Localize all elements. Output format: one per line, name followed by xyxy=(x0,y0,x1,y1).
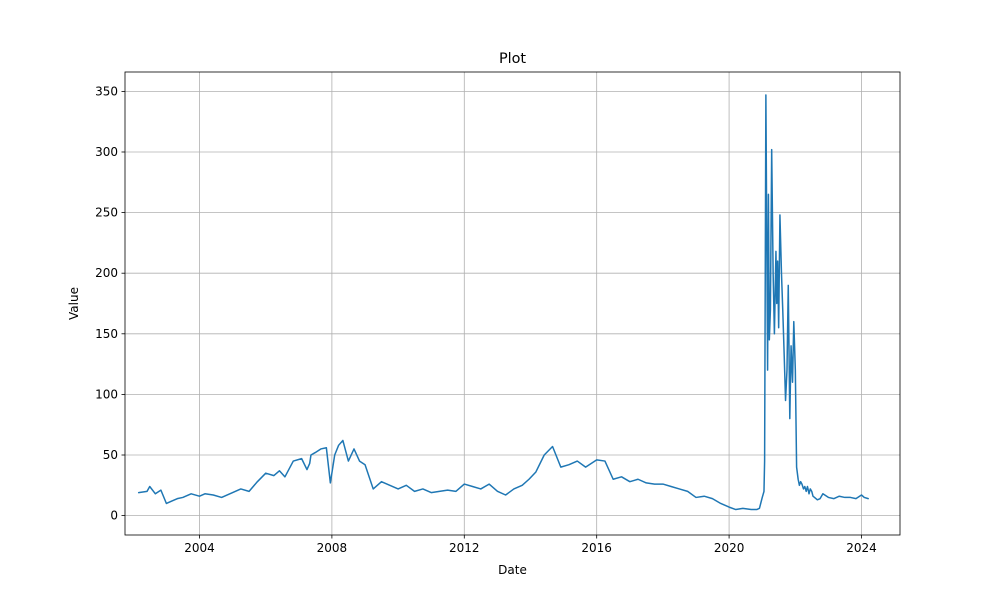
x-axis-label: Date xyxy=(498,563,527,577)
y-tick-label: 0 xyxy=(110,509,118,523)
y-tick-label: 200 xyxy=(95,266,118,280)
x-tick-label: 2012 xyxy=(449,541,480,555)
y-tick-label: 250 xyxy=(95,206,118,220)
y-tick-label: 100 xyxy=(95,387,118,401)
y-tick-label: 50 xyxy=(103,448,118,462)
plot-area xyxy=(137,94,869,511)
x-tick-label: 2016 xyxy=(581,541,612,555)
x-tick-label: 2004 xyxy=(184,541,215,555)
y-axis-label: Value xyxy=(67,287,81,320)
plot-frame xyxy=(124,71,901,536)
y-tick-label: 150 xyxy=(95,327,118,341)
y-axis: 0 50 100 150 200 250 300 350 xyxy=(95,84,125,523)
x-axis: 2004 2008 2012 2016 2020 2024 xyxy=(184,535,877,555)
gridlines xyxy=(125,72,900,535)
y-tick-label: 300 xyxy=(95,145,118,159)
x-tick-label: 2008 xyxy=(317,541,348,555)
x-tick-label: 2024 xyxy=(846,541,877,555)
series-line xyxy=(137,94,869,511)
y-tick-label: 350 xyxy=(95,84,118,98)
chart-title: Plot xyxy=(499,51,526,67)
x-tick-label: 2020 xyxy=(714,541,745,555)
